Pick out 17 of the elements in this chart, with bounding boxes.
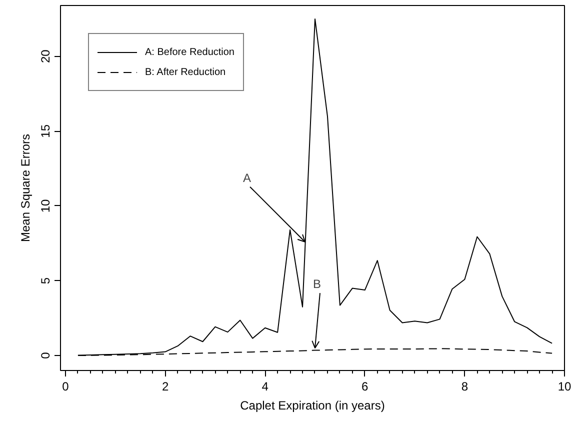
- x-tick-label: 2: [162, 380, 169, 394]
- x-tick-label: 6: [362, 380, 369, 394]
- x-tick-label: 10: [558, 380, 572, 394]
- legend-label: A: Before Reduction: [145, 46, 234, 58]
- y-axis-title: Mean Square Errors: [18, 134, 32, 242]
- y-tick-label: 15: [38, 124, 52, 138]
- x-tick-label: 4: [262, 380, 269, 394]
- x-tick-label: 0: [62, 380, 70, 394]
- annotation: A: [243, 170, 252, 185]
- y-tick-label: 20: [38, 49, 52, 64]
- y-tick-label: 5: [38, 277, 52, 284]
- x-tick-label: 8: [461, 380, 468, 394]
- annotation: B: [312, 277, 322, 292]
- y-tick-label: 0: [38, 352, 52, 359]
- x-axis-title: Caplet Expiration (in years): [240, 398, 385, 412]
- legend-label: B: After Reduction: [145, 66, 226, 78]
- y-tick-label: 10: [38, 198, 52, 213]
